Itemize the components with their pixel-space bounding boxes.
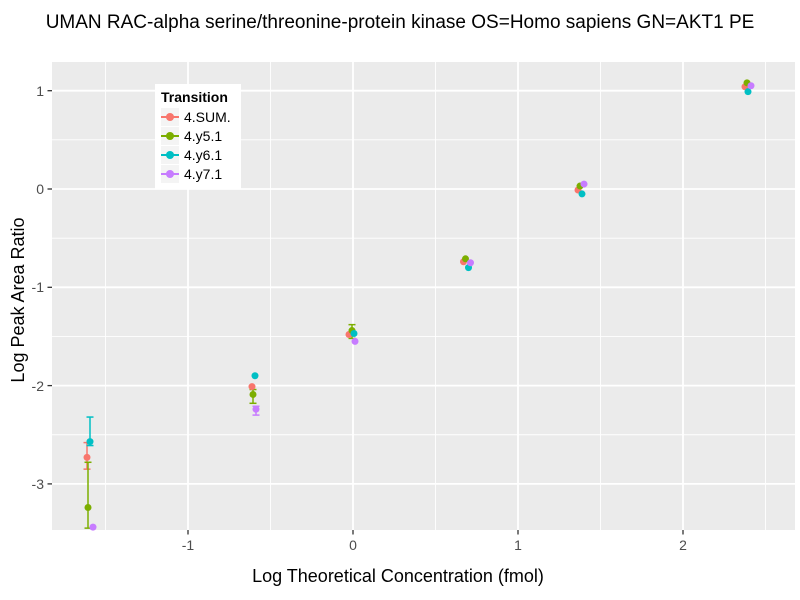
data-point	[86, 438, 94, 446]
data-point	[462, 255, 469, 263]
legend-key-icon	[161, 126, 179, 145]
legend-key-icon	[161, 145, 179, 164]
data-point	[251, 372, 259, 380]
x-tick-label: -1	[181, 537, 195, 553]
data-point	[252, 405, 260, 413]
legend-item: 4.y7.1	[161, 164, 231, 183]
y-tick-label: -1	[31, 279, 44, 296]
x-tick-label: 1	[514, 537, 522, 553]
chart-title: UMAN RAC-alpha serine/threonine-protein …	[45, 12, 755, 33]
data-point	[580, 180, 588, 188]
data-point	[89, 523, 97, 531]
data-point	[351, 337, 359, 345]
data-layer	[83, 79, 755, 531]
data-point	[467, 259, 474, 267]
legend-item: 4.y6.1	[161, 145, 231, 164]
legend-key-icon	[161, 107, 179, 126]
legend-item-label: 4.y5.1	[184, 127, 223, 144]
legend-item-label: 4.SUM.	[184, 108, 231, 125]
y-tick-label: 0	[36, 181, 44, 197]
legend-item: 4.SUM.	[161, 107, 231, 126]
data-point	[84, 503, 92, 511]
x-tick-label: 0	[349, 537, 357, 553]
data-point	[83, 453, 91, 461]
legend-key-icon	[161, 164, 179, 183]
legend-item-label: 4.y7.1	[184, 165, 223, 182]
legend-title: Transition	[161, 89, 228, 105]
x-axis-title: Log Theoretical Concentration (fmol)	[252, 566, 544, 586]
legend: Transition 4.SUM. 4.y5.1 4.y6.1 4.y7.1	[155, 84, 241, 189]
y-tick-label: 1	[36, 82, 44, 99]
data-point	[578, 190, 586, 198]
data-point	[744, 88, 752, 96]
y-tick-label: -3	[31, 475, 44, 492]
data-point	[747, 82, 755, 90]
data-point	[248, 383, 256, 391]
data-point	[350, 330, 358, 338]
y-tick-label: -2	[31, 377, 44, 394]
legend-item: 4.y5.1	[161, 126, 231, 145]
legend-item-label: 4.y6.1	[184, 146, 223, 163]
y-axis-title: Log Peak Area Ratio	[8, 217, 28, 383]
data-point	[249, 390, 257, 398]
x-tick-label: 2	[679, 537, 687, 553]
